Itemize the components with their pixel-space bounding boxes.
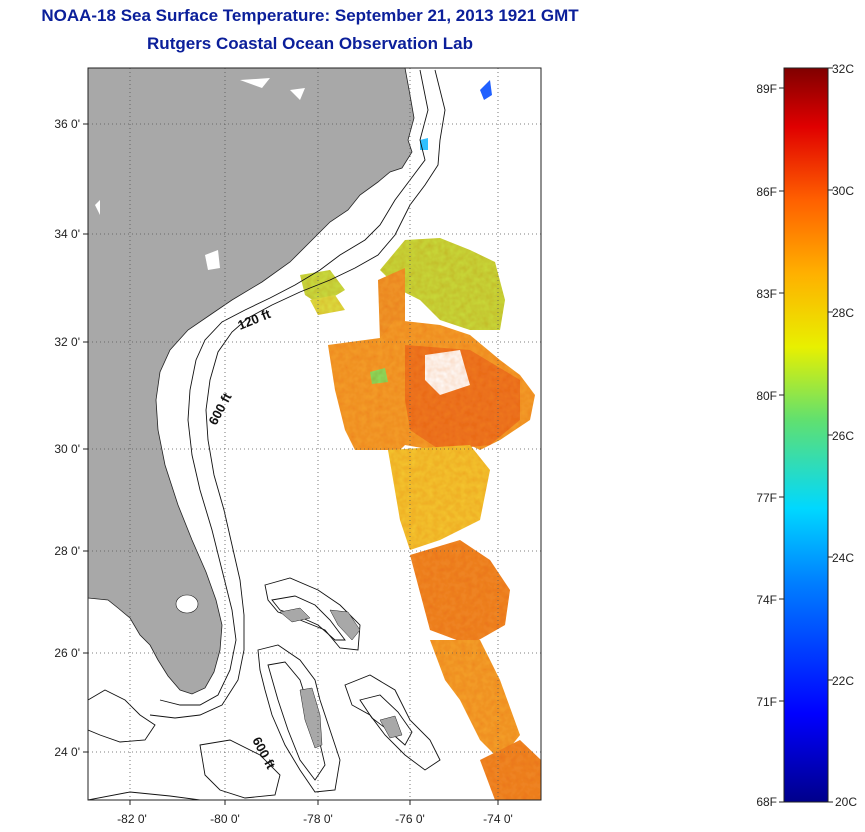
colorbar-c-label: 32C bbox=[832, 62, 854, 76]
colorbar-c-label: 24C bbox=[832, 551, 854, 565]
inland-water bbox=[240, 78, 270, 88]
colorbar-c-label: 22C bbox=[832, 674, 854, 688]
map-title: NOAA-18 Sea Surface Temperature: Septemb… bbox=[41, 6, 579, 25]
lon-label: -82 0' bbox=[117, 812, 147, 826]
lon-label: -74 0' bbox=[483, 812, 513, 826]
map-frame bbox=[87, 67, 542, 801]
lat-label: 26 0' bbox=[54, 646, 80, 660]
colorbar-f-label: 77F bbox=[756, 491, 777, 505]
lon-label: -80 0' bbox=[210, 812, 240, 826]
lat-label: 24 0' bbox=[54, 745, 80, 759]
land-bahamas bbox=[379, 715, 403, 739]
colorbar-f-label: 89F bbox=[756, 82, 777, 96]
colorbar: 32C 30C 28C 26C 24C 22C 20C 89F 86F 83F … bbox=[756, 62, 857, 809]
lat-label: 30 0' bbox=[54, 442, 80, 456]
colorbar-c-label: 26C bbox=[832, 429, 854, 443]
colorbar-f-label: 80F bbox=[756, 389, 777, 403]
land-bahamas bbox=[279, 607, 311, 623]
lat-label: 28 0' bbox=[54, 544, 80, 558]
colorbar-f-label: 74F bbox=[756, 593, 777, 607]
colorbar-c-label: 20C bbox=[835, 795, 857, 809]
colorbar-f-label: 71F bbox=[756, 695, 777, 709]
colorbar-c-label: 30C bbox=[832, 184, 854, 198]
colorbar-f-label: 68F bbox=[756, 795, 777, 809]
lon-label: -76 0' bbox=[395, 812, 425, 826]
colorbar-f-label: 83F bbox=[756, 287, 777, 301]
lake-okeechobee bbox=[175, 594, 199, 614]
inland-water bbox=[95, 200, 100, 215]
land-mainland bbox=[88, 68, 415, 695]
sst-cool-patch bbox=[480, 80, 492, 100]
depth-contours bbox=[88, 69, 446, 800]
colorbar-c-label: 28C bbox=[832, 306, 854, 320]
tick-marks bbox=[83, 123, 499, 805]
inland-water bbox=[205, 250, 220, 270]
lat-label: 36 0' bbox=[54, 117, 80, 131]
land-bahamas bbox=[299, 687, 323, 749]
colorbar-f-label: 86F bbox=[756, 185, 777, 199]
inland-water bbox=[290, 88, 305, 100]
sst-swath bbox=[300, 238, 541, 800]
lat-label: 32 0' bbox=[54, 335, 80, 349]
land-bahamas bbox=[329, 609, 361, 641]
colorbar-gradient bbox=[783, 67, 829, 803]
lon-label: -78 0' bbox=[303, 812, 333, 826]
lat-label: 34 0' bbox=[54, 227, 80, 241]
map-subtitle: Rutgers Coastal Ocean Observation Lab bbox=[147, 34, 473, 53]
